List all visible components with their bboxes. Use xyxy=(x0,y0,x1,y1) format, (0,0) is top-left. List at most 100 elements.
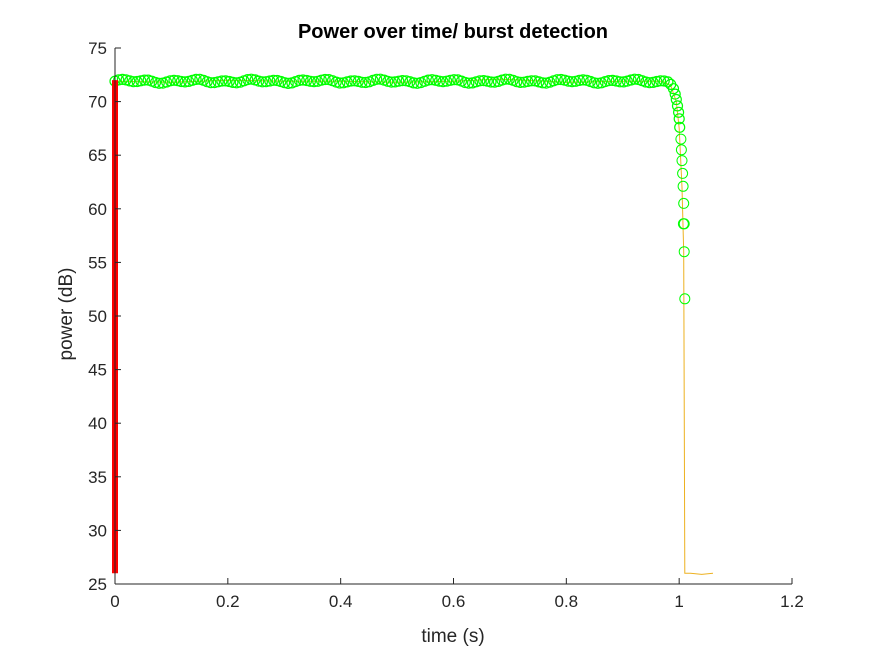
burst-marker xyxy=(640,76,652,88)
burst-marker xyxy=(577,74,589,86)
burst-marker xyxy=(396,74,409,87)
burst-marker xyxy=(426,74,438,86)
burst-marker xyxy=(168,74,180,86)
burst-marker xyxy=(319,73,331,86)
burst-marker xyxy=(551,74,563,86)
y-tick-label: 65 xyxy=(88,146,107,165)
burst-marker xyxy=(245,73,257,85)
plot-area xyxy=(109,73,714,575)
burst-marker xyxy=(437,76,449,88)
burst-marker xyxy=(592,77,604,89)
burst-marker xyxy=(113,74,125,86)
burst-marker xyxy=(360,76,372,89)
burst-marker xyxy=(349,75,361,87)
burst-marker xyxy=(242,73,254,86)
burst-marker xyxy=(422,74,434,86)
burst-marker xyxy=(573,74,586,87)
burst-marker xyxy=(667,83,680,95)
burst-marker xyxy=(131,75,143,88)
burst-marker xyxy=(448,74,460,86)
burst-marker xyxy=(678,246,690,258)
burst-marker xyxy=(674,121,686,133)
y-tick-label: 45 xyxy=(88,361,107,380)
y-tick-label: 60 xyxy=(88,200,107,219)
burst-marker xyxy=(676,155,688,167)
burst-marker xyxy=(651,75,663,88)
burst-marker xyxy=(279,77,291,89)
burst-marker xyxy=(345,75,357,87)
burst-marker xyxy=(356,76,368,88)
x-tick-label: 1.2 xyxy=(780,592,804,611)
y-axis-label: power (dB) xyxy=(56,268,77,361)
burst-marker xyxy=(227,76,239,89)
burst-marker xyxy=(389,76,401,88)
x-tick-label: 1 xyxy=(674,592,683,611)
burst-marker xyxy=(433,75,445,87)
burst-marker xyxy=(514,76,527,89)
burst-marker xyxy=(463,77,475,89)
burst-marker xyxy=(669,88,681,100)
y-tick-label: 40 xyxy=(88,414,107,433)
burst-marker xyxy=(190,73,202,86)
burst-marker xyxy=(411,77,423,89)
burst-marker xyxy=(555,73,567,86)
y-tick-label: 70 xyxy=(88,93,107,112)
burst-marker xyxy=(293,74,305,87)
burst-marker xyxy=(315,74,327,86)
burst-marker xyxy=(500,73,512,85)
burst-marker xyxy=(231,77,243,89)
burst-marker xyxy=(562,75,575,87)
burst-marker xyxy=(672,106,685,118)
burst-marker xyxy=(164,75,176,87)
x-tick-label: 0.2 xyxy=(216,592,240,611)
burst-marker xyxy=(677,218,689,230)
burst-marker xyxy=(153,77,165,89)
burst-marker xyxy=(670,93,682,106)
burst-marker xyxy=(678,218,690,230)
burst-marker xyxy=(116,73,129,86)
burst-marker xyxy=(643,77,656,89)
burst-marker xyxy=(264,75,276,87)
burst-marker xyxy=(135,75,147,87)
burst-marker xyxy=(459,76,471,89)
burst-marker xyxy=(253,75,265,87)
y-tick-label: 55 xyxy=(88,253,107,272)
burst-marker xyxy=(525,75,538,87)
burst-marker xyxy=(606,74,619,87)
burst-marker xyxy=(566,76,578,88)
burst-marker xyxy=(216,75,228,87)
x-tick-label: 0 xyxy=(110,592,119,611)
y-tick-label: 30 xyxy=(88,521,107,540)
y-tick-label: 25 xyxy=(88,575,107,594)
burst-marker xyxy=(308,76,320,88)
chart-title: Power over time/ burst detection xyxy=(298,21,608,43)
burst-marker xyxy=(675,144,687,156)
x-axis-label: time (s) xyxy=(421,626,484,647)
burst-marker xyxy=(603,74,615,87)
burst-marker xyxy=(444,74,456,86)
burst-marker xyxy=(679,293,691,305)
burst-marker xyxy=(614,76,626,88)
burst-marker xyxy=(662,76,674,88)
burst-marker xyxy=(678,197,690,209)
power-trace-line xyxy=(114,78,714,575)
x-tick-label: 0.8 xyxy=(555,592,579,611)
burst-marker xyxy=(677,180,689,192)
y-tick-label: 75 xyxy=(88,39,107,58)
burst-marker xyxy=(671,100,684,112)
x-tick-label: 0.4 xyxy=(329,592,353,611)
burst-marker xyxy=(304,75,316,87)
y-tick-label: 35 xyxy=(88,468,107,487)
burst-marker xyxy=(511,76,523,88)
burst-marker xyxy=(385,76,397,88)
burst-marker xyxy=(282,77,294,90)
burst-marker xyxy=(654,75,667,87)
burst-marker xyxy=(371,73,383,85)
burst-marker xyxy=(205,77,217,89)
burst-marker xyxy=(256,76,268,88)
burst-marker xyxy=(675,133,687,145)
burst-marker xyxy=(522,75,534,88)
burst-marker xyxy=(408,77,420,89)
burst-marker xyxy=(629,73,641,85)
